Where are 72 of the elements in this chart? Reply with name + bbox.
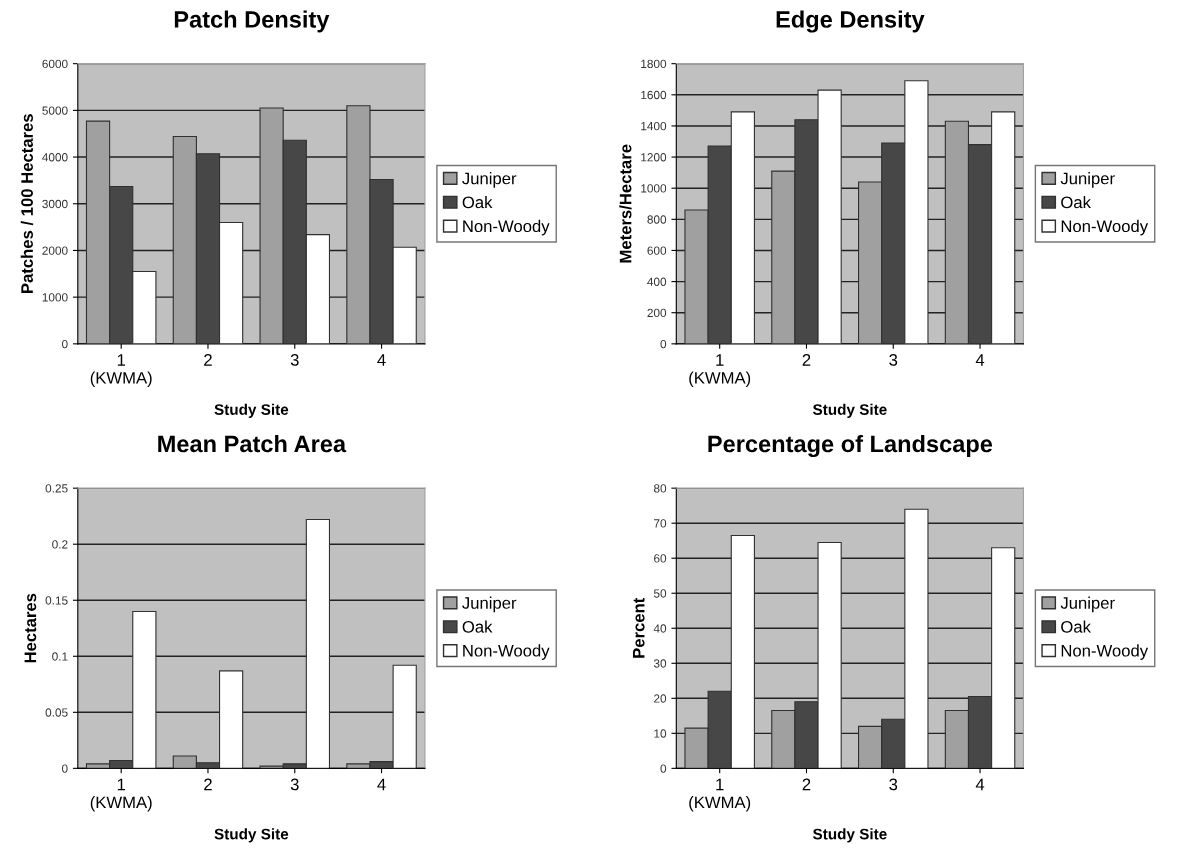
y-tick-label: 0 [660, 764, 667, 773]
x-tick-label: 2 [204, 778, 212, 791]
y-tick-label: 10 [654, 729, 667, 738]
y-tick-label: 200 [647, 308, 667, 318]
x-tick-label: 3 [290, 354, 299, 366]
y-tick-label: 2000 [42, 246, 68, 255]
legend-label: Non-Woody [1061, 644, 1149, 660]
legend-label: Juniper [462, 172, 517, 188]
y-tick-label: 60 [654, 554, 667, 563]
y-tick-label: 0.05 [45, 708, 68, 717]
y-tick-label: 40 [653, 624, 667, 633]
y-tick-label: 600 [647, 246, 667, 255]
y-axis-title: Hectares [24, 593, 37, 663]
x-tick-label: 3 [290, 778, 299, 791]
x-tick-label: 4 [975, 778, 985, 791]
y-axis-title: Meters/Hectare [619, 144, 632, 263]
x-tick-label: 4 [377, 778, 386, 791]
y-tick-label: 20 [654, 694, 667, 703]
legend-label: Non-Woody [463, 644, 550, 660]
x-axis-title: Study Site [812, 828, 887, 843]
legend-label: Juniper [462, 596, 517, 613]
y-tick-label: 6000 [42, 59, 68, 69]
x-tick-label: 4 [975, 354, 985, 366]
x-tick-label: 2 [802, 354, 811, 366]
legend-label: Non-Woody [1061, 219, 1149, 236]
legend-label: Non-Woody [463, 219, 550, 236]
chart-title: Mean Patch Area [158, 434, 347, 453]
x-tick-label: 2 [802, 778, 811, 791]
x-tick-label: 1 (KWMA) [90, 778, 152, 812]
y-tick-label: 0.25 [45, 484, 68, 493]
y-tick-label: 80 [653, 484, 667, 493]
y-tick-label: 5000 [42, 106, 68, 115]
legend-label: Oak [1061, 620, 1091, 633]
legend-label: Oak [462, 620, 493, 633]
legend-label: Juniper [1060, 596, 1115, 613]
y-tick-label: 0 [660, 339, 667, 349]
x-axis-title: Study Site [812, 403, 887, 418]
x-tick-label: 3 [889, 778, 898, 791]
y-tick-label: 1000 [641, 184, 667, 193]
x-tick-label: 3 [889, 354, 898, 366]
chart-title: Percentage of Landscape [708, 434, 993, 458]
x-tick-label: 4 [377, 354, 386, 366]
x-tick-label: 1 (KWMA) [689, 778, 751, 812]
y-tick-label: 400 [647, 277, 667, 286]
x-tick-label: 2 [204, 354, 212, 366]
y-tick-label: 0 [61, 764, 68, 773]
legend-label: Oak [462, 195, 493, 209]
legend-label: Oak [1061, 195, 1091, 209]
y-tick-label: 0.2 [52, 540, 68, 549]
y-tick-label: 0.15 [45, 596, 68, 605]
y-tick-label: 0 [61, 339, 68, 349]
y-tick-label: 1000 [42, 293, 68, 302]
legend-label: Juniper [1060, 172, 1115, 188]
y-tick-label: 800 [647, 215, 667, 224]
x-tick-label: 1 (KWMA) [689, 354, 751, 388]
y-tick-label: 1200 [641, 153, 667, 162]
y-tick-label: 1400 [641, 121, 667, 131]
chart-title: Edge Density [776, 10, 925, 33]
x-axis-title: Study Site [214, 403, 289, 418]
y-tick-label: 3000 [42, 199, 68, 209]
y-tick-label: 4000 [42, 153, 68, 162]
y-tick-label: 1800 [641, 59, 667, 69]
chart-title: Patch Density [174, 10, 330, 33]
y-axis-title: Patches / 100 Hectares [20, 114, 34, 293]
x-tick-label: 1 (KWMA) [90, 354, 152, 388]
x-axis-title: Study Site [214, 828, 289, 843]
y-tick-label: 50 [653, 589, 667, 598]
y-tick-label: 70 [654, 519, 667, 528]
y-tick-label: 1600 [641, 90, 667, 100]
y-tick-label: 0.1 [52, 652, 68, 661]
y-axis-title: Percent [632, 597, 645, 658]
y-tick-label: 30 [653, 659, 667, 668]
